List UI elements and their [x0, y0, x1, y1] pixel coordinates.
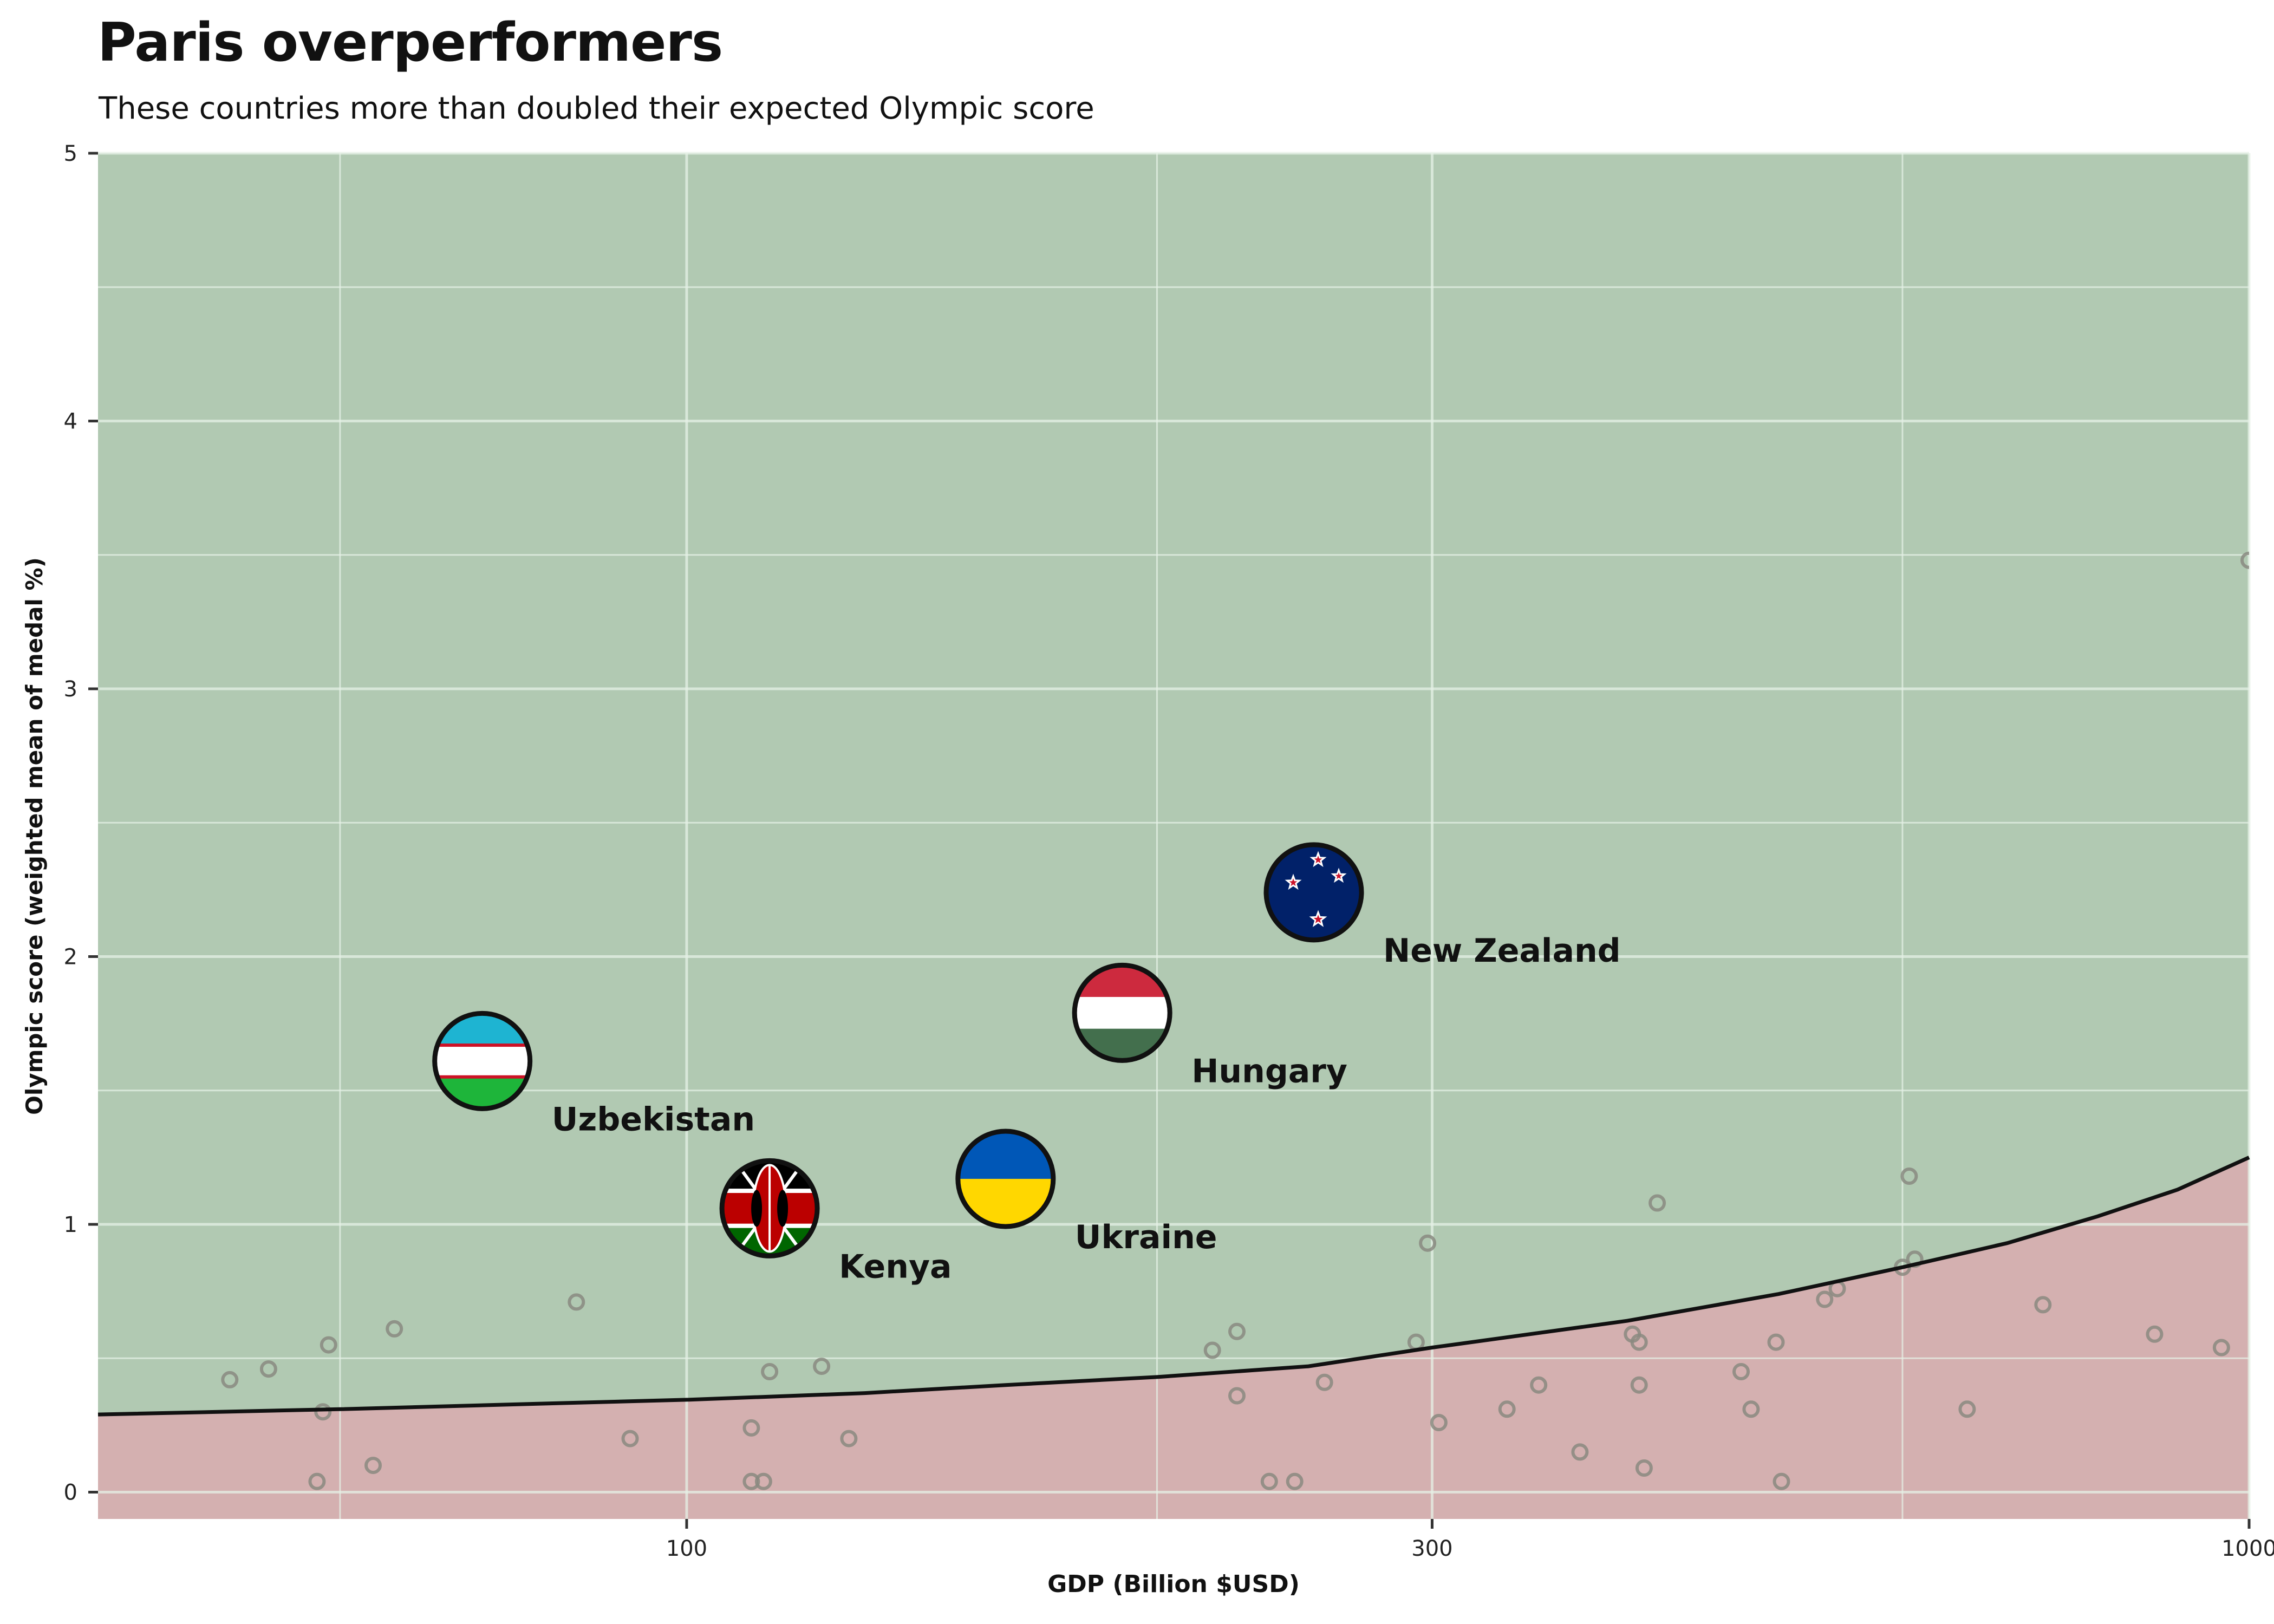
- star-icon: [1309, 851, 1327, 868]
- data-point: [221, 1371, 239, 1388]
- y-tick-label: 1: [64, 1212, 77, 1237]
- x-tick-label: 300: [1411, 1536, 1452, 1561]
- data-point: [1498, 1400, 1516, 1418]
- underperform-region: [98, 1157, 2249, 1519]
- grid: [98, 152, 2251, 1519]
- flag-outline: [1072, 962, 1172, 1063]
- new-zealand-flag: [1266, 844, 1362, 940]
- chart-title: Paris overperformers: [97, 12, 723, 74]
- data-point: [1958, 1400, 1976, 1418]
- data-point: [1767, 1333, 1785, 1351]
- country-label: Kenya: [839, 1248, 952, 1286]
- country-label: Uzbekistan: [552, 1100, 755, 1138]
- background-points: [221, 551, 2249, 1490]
- data-point: [1571, 1443, 1589, 1461]
- regions: [98, 153, 2249, 1519]
- data-point: [1228, 1322, 1246, 1340]
- data-point: [1430, 1414, 1448, 1431]
- y-tick-label: 2: [64, 945, 77, 970]
- data-point: [1732, 1363, 1750, 1380]
- expected-score-curve: [97, 1156, 2250, 1417]
- data-point: [1530, 1376, 1548, 1394]
- data-point: [742, 1419, 760, 1437]
- data-point: [1816, 1290, 1834, 1308]
- highlighted-countries: New Zealand Hungary Uzbekistan Ukraine Kenya: [432, 842, 1621, 1286]
- country-label: Hungary: [1191, 1052, 1347, 1090]
- data-point: [1635, 1459, 1653, 1477]
- axes: 0 1 2 3 4 5 100 300 1000: [64, 141, 2274, 1561]
- data-point: [1649, 1194, 1666, 1212]
- country-label: New Zealand: [1383, 932, 1621, 970]
- data-point: [621, 1430, 639, 1447]
- data-point: [761, 1363, 779, 1380]
- country-marker: New Zealand: [1263, 842, 1621, 970]
- data-point: [364, 1457, 382, 1475]
- data-point: [308, 1472, 326, 1490]
- y-tick-label: 3: [64, 677, 77, 702]
- country-marker: Uzbekistan: [432, 1010, 755, 1138]
- data-point: [1773, 1472, 1790, 1490]
- star-icon: [1285, 873, 1302, 890]
- data-point: [742, 1472, 760, 1490]
- x-axis-label: GDP (Billion $USD): [1047, 1570, 1300, 1598]
- expected-curve: [97, 1156, 2250, 1417]
- data-point: [259, 1360, 277, 1378]
- data-point: [314, 1403, 332, 1421]
- data-point: [2146, 1325, 2164, 1343]
- y-axis-label: Olympic score (weighted mean of medal %): [21, 557, 48, 1115]
- data-point: [1203, 1341, 1221, 1359]
- data-point: [1315, 1373, 1333, 1391]
- star-icon: [1309, 910, 1327, 927]
- data-point: [1630, 1333, 1648, 1351]
- star-icon: [1331, 868, 1347, 883]
- data-point: [2240, 551, 2249, 569]
- data-point: [386, 1320, 403, 1338]
- data-point: [1742, 1400, 1760, 1418]
- flag-outline: [1263, 842, 1364, 943]
- x-tick-label: 1000: [2221, 1536, 2274, 1561]
- data-point: [1260, 1472, 1278, 1490]
- data-point: [568, 1293, 585, 1311]
- data-point: [1286, 1472, 1304, 1490]
- data-point: [2034, 1296, 2052, 1314]
- data-point: [840, 1430, 858, 1447]
- country-label: Ukraine: [1075, 1218, 1217, 1256]
- data-point: [1900, 1168, 1918, 1185]
- uzbekistan-flag: [434, 1013, 530, 1109]
- data-point: [320, 1336, 337, 1354]
- flag-outline: [432, 1010, 533, 1111]
- data-point: [1419, 1234, 1437, 1252]
- y-tick-label: 0: [64, 1480, 77, 1505]
- data-point: [1630, 1376, 1648, 1394]
- chart-subtitle: These countries more than doubled their …: [99, 91, 1094, 126]
- data-point: [754, 1472, 772, 1490]
- data-point: [1228, 1387, 1246, 1405]
- flag-outline: [955, 1129, 1056, 1229]
- y-tick-label: 4: [64, 409, 77, 434]
- x-tick-label: 100: [666, 1536, 707, 1561]
- data-point: [2212, 1339, 2230, 1356]
- data-point: [813, 1358, 831, 1375]
- flag-outline: [719, 1158, 820, 1258]
- y-tick-label: 5: [64, 141, 77, 166]
